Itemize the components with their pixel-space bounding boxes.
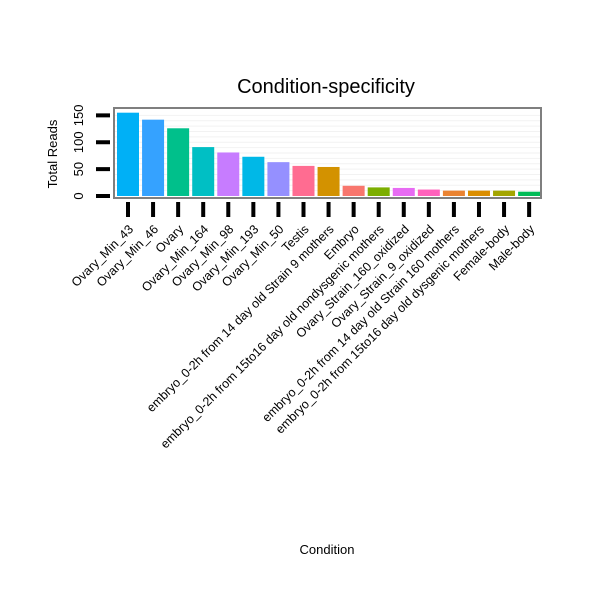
bar-ovary-strain-9-oxidized [417,189,440,196]
y-tick-label: 50 [71,162,86,176]
bar-ovary [167,128,190,196]
bar-ovary-strain-160-oxidized [392,187,415,196]
bar-male-body [518,191,541,196]
bar-embryo-0-2h-from-14-day-old-strain-160-mothers [442,190,465,197]
y-axis-title: Total Reads [45,119,60,188]
bar-embryo-0-2h-from-15to16-day-old-nondysgenic-mothers [367,187,390,196]
bar-embryo-0-2h-from-15to16-day-old-dysgenic-mothers [467,190,490,197]
y-axis: 0 50 100 150 [71,105,110,200]
bar-ovary-min-164 [192,147,215,196]
x-axis: Ovary_Min_43Ovary_Min_46OvaryOvary_Min_1… [69,202,538,451]
bar-female-body [493,190,516,197]
y-tick-label: 100 [71,131,86,153]
bar-ovary-min-46 [142,119,165,196]
x-axis-title: Condition [300,542,355,557]
y-tick-label: 150 [71,105,86,127]
bar-ovary-min-193 [242,156,265,196]
plot-frame [113,107,542,199]
bars [117,112,541,197]
bar-embryo-0-2h-from-14-day-old-strain-9-mothers [317,166,340,196]
chart-title: Condition-specificity [237,76,415,98]
bar-ovary-min-98 [217,152,240,196]
bar-embryo [342,185,365,196]
y-tick-label: 0 [71,192,86,199]
bar-ovary-min-43 [117,112,139,196]
bar-testis [292,165,315,196]
bar-ovary-min-50 [267,162,290,196]
